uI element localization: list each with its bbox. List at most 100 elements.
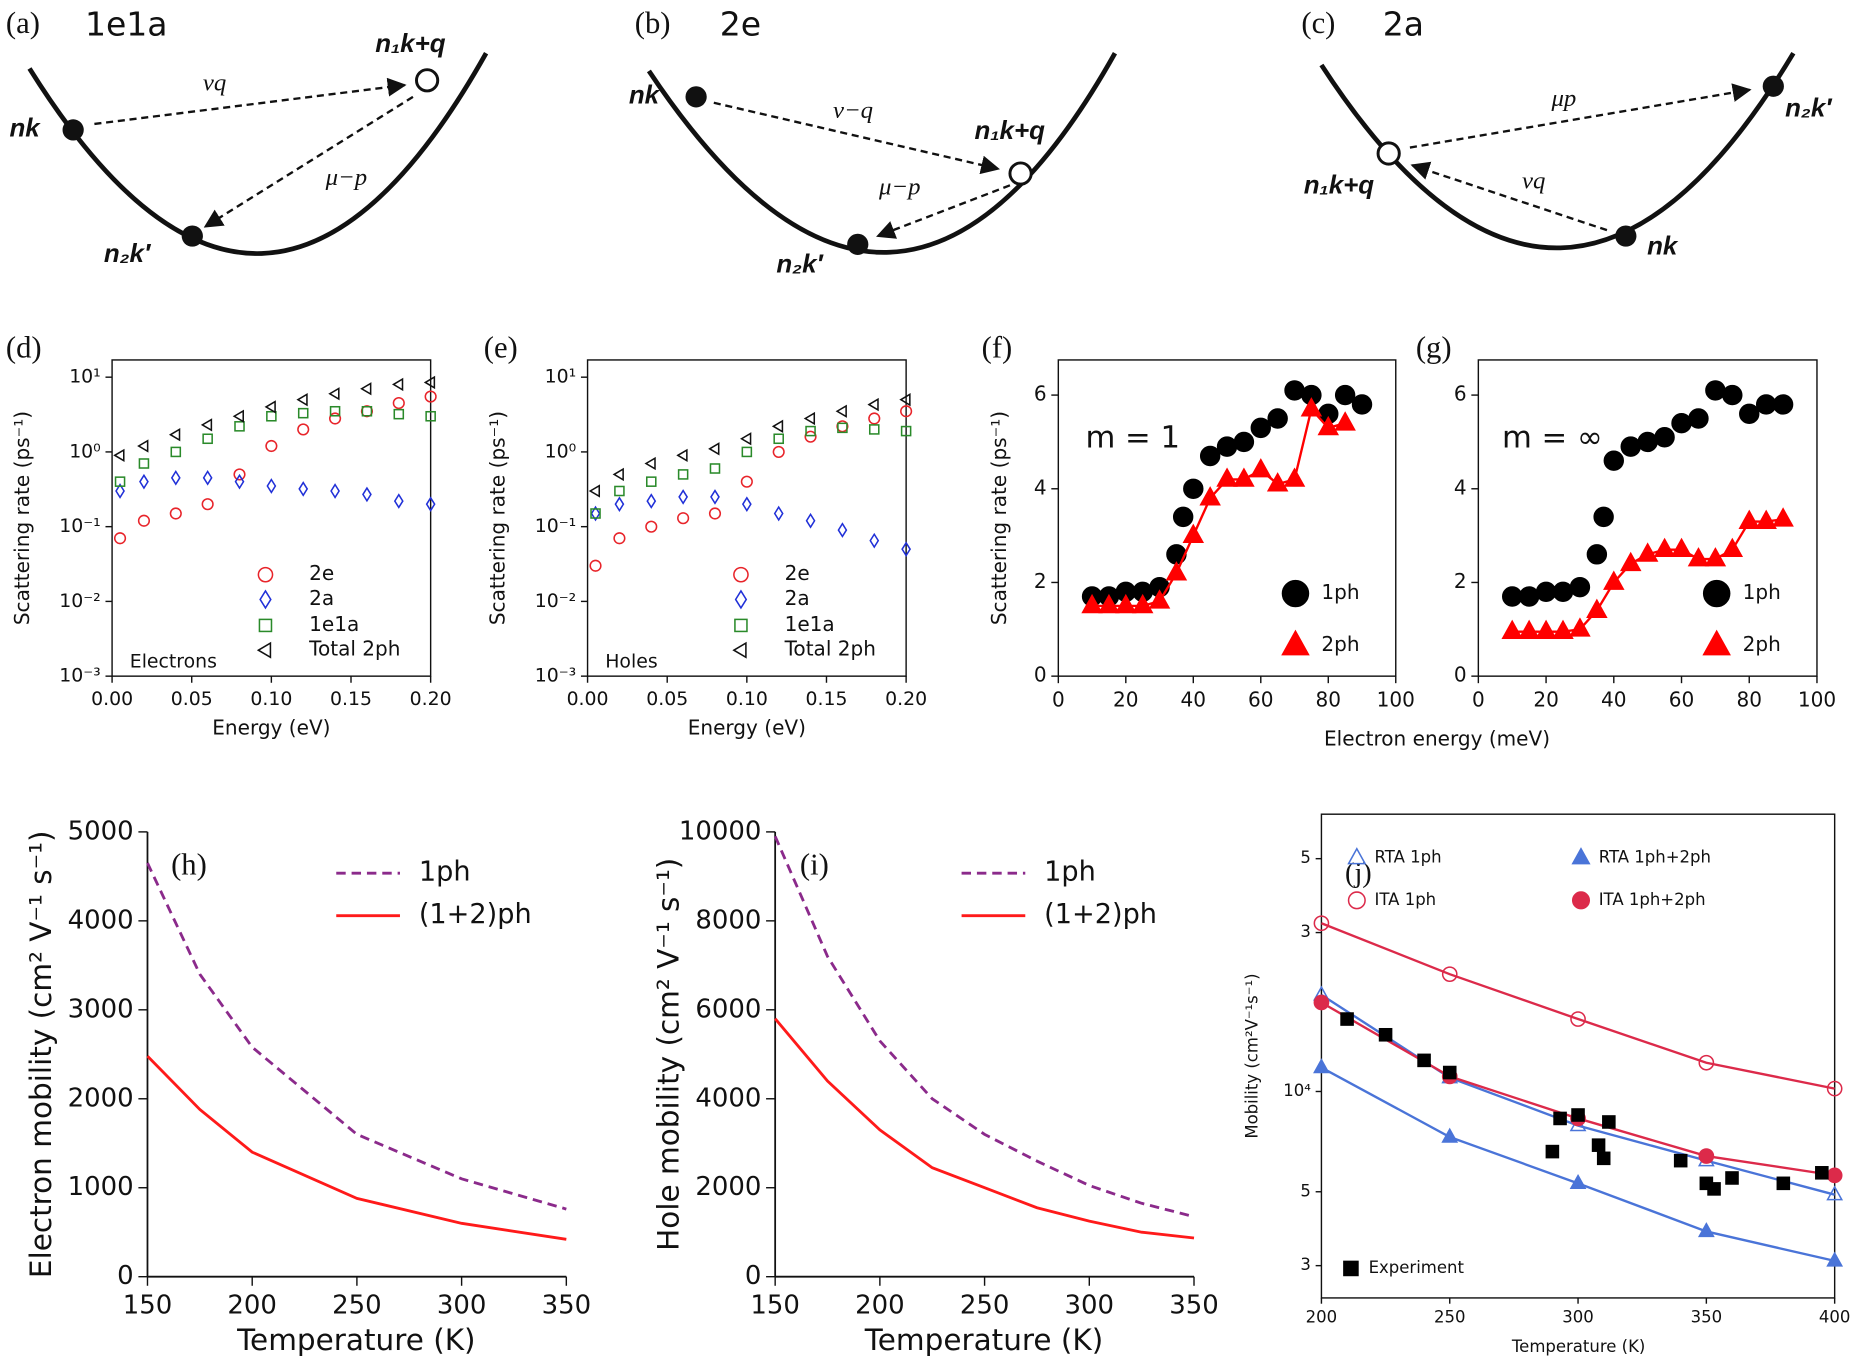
arrow-label: νq	[203, 70, 226, 97]
marker	[1620, 436, 1641, 457]
marker	[169, 507, 182, 520]
marker	[1725, 1171, 1739, 1185]
marker	[1755, 509, 1777, 529]
marker	[138, 458, 150, 469]
marker	[837, 522, 848, 538]
y-tick-label: 4	[1034, 475, 1047, 499]
diagram-a: (a) 1e1a nk n₁k+q n₂k′ νq μ−p	[6, 5, 489, 268]
x-tick-label: 200	[227, 1291, 277, 1321]
marker	[1266, 472, 1289, 492]
marker	[773, 505, 784, 522]
marker	[1571, 1108, 1585, 1122]
marker	[1602, 1115, 1616, 1129]
y-tick-label: 2	[1034, 569, 1047, 593]
plot-frame	[1057, 359, 1397, 677]
diagram-title: 1e1a	[85, 5, 168, 44]
y-axis-label: Scattering rate (ps⁻¹)	[10, 411, 34, 625]
marker	[710, 489, 720, 505]
legend-marker	[258, 618, 273, 633]
y-tick-label: 4000	[695, 1083, 761, 1113]
marker	[709, 463, 721, 474]
marker	[868, 412, 881, 425]
x-tick-label: 200	[855, 1291, 905, 1321]
chart: 0 20 40 60 80 100 0 2 4 6 Electron energy (meV) (g)…	[1324, 331, 1836, 751]
marker	[741, 446, 753, 458]
marker	[612, 467, 624, 482]
x-axis-label: Temperature (K)	[236, 1323, 475, 1357]
legend-label: ITA 1ph+2ph	[1599, 890, 1706, 909]
y-tick-label: 0	[117, 1261, 134, 1291]
y-tick-label: 3	[1300, 922, 1310, 941]
marker	[1165, 561, 1188, 581]
marker	[677, 512, 690, 525]
marker	[170, 446, 182, 458]
legend-marker	[732, 641, 747, 659]
marker	[1300, 397, 1323, 417]
marker	[115, 483, 125, 499]
marker	[1552, 581, 1574, 603]
panel-label: (g)	[1416, 331, 1452, 365]
x-tick-label: 350	[542, 1291, 592, 1321]
annotation: m = ∞	[1502, 421, 1603, 456]
marker	[646, 493, 657, 509]
arrow	[1409, 83, 1752, 149]
marker	[1081, 593, 1103, 614]
legend-label: 1e1a	[309, 612, 359, 636]
marker	[1518, 619, 1540, 640]
marker	[1115, 593, 1137, 614]
marker	[773, 433, 784, 445]
x-tick-label: 300	[437, 1291, 487, 1321]
legend-label: ITA 1ph	[1375, 890, 1437, 909]
marker	[677, 469, 689, 480]
y-tick-label: 10¹	[69, 366, 101, 388]
marker	[297, 423, 310, 436]
marker	[1772, 394, 1794, 415]
legend-marker	[1571, 891, 1591, 910]
marker	[1826, 1185, 1844, 1201]
y-tick-label: 0	[1034, 663, 1047, 687]
x-tick-label: 20	[1113, 687, 1139, 711]
marker	[137, 514, 151, 527]
x-tick-label: 0.05	[646, 688, 688, 710]
marker	[1688, 408, 1709, 429]
marker	[708, 442, 720, 456]
marker	[362, 486, 372, 503]
marker	[771, 419, 784, 433]
marker	[1815, 1166, 1829, 1180]
x-tick-label: 150	[123, 1291, 173, 1321]
marker	[1233, 467, 1255, 487]
marker	[424, 390, 437, 403]
marker	[1654, 427, 1675, 448]
marker	[1776, 1176, 1791, 1191]
series-line	[146, 1055, 567, 1241]
marker	[330, 483, 340, 499]
y-tick-label: 6000	[695, 994, 761, 1024]
marker	[901, 541, 912, 557]
y-tick-label: 0	[745, 1261, 762, 1291]
marker	[1552, 619, 1574, 640]
panel-label: (h)	[171, 847, 207, 881]
marker	[1172, 506, 1194, 528]
state-label: n₂k′	[776, 250, 824, 278]
x-tick-label: 150	[750, 1291, 800, 1321]
marker	[1284, 380, 1305, 401]
marker	[1216, 467, 1238, 487]
marker	[1772, 507, 1794, 527]
y-axis-label: Electron mobility (cm² V⁻¹ s⁻¹)	[24, 831, 58, 1279]
marker	[1755, 394, 1777, 415]
marker	[1535, 581, 1557, 603]
marker	[676, 448, 688, 462]
marker	[1671, 412, 1692, 434]
marker	[266, 478, 277, 494]
marker	[1569, 576, 1591, 598]
marker	[867, 397, 879, 412]
state	[415, 68, 440, 93]
panel-label: (a)	[6, 6, 40, 40]
marker	[113, 532, 127, 545]
x-tick-label: 80	[1736, 687, 1762, 711]
marker	[803, 411, 816, 426]
legend-label: Experiment	[1369, 1258, 1465, 1277]
state	[62, 119, 84, 141]
marker	[360, 382, 372, 396]
arrow	[94, 77, 407, 126]
